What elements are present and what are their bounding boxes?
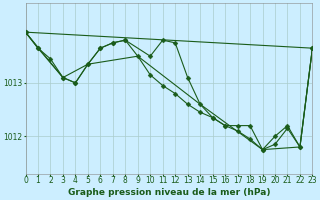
X-axis label: Graphe pression niveau de la mer (hPa): Graphe pression niveau de la mer (hPa) <box>68 188 270 197</box>
